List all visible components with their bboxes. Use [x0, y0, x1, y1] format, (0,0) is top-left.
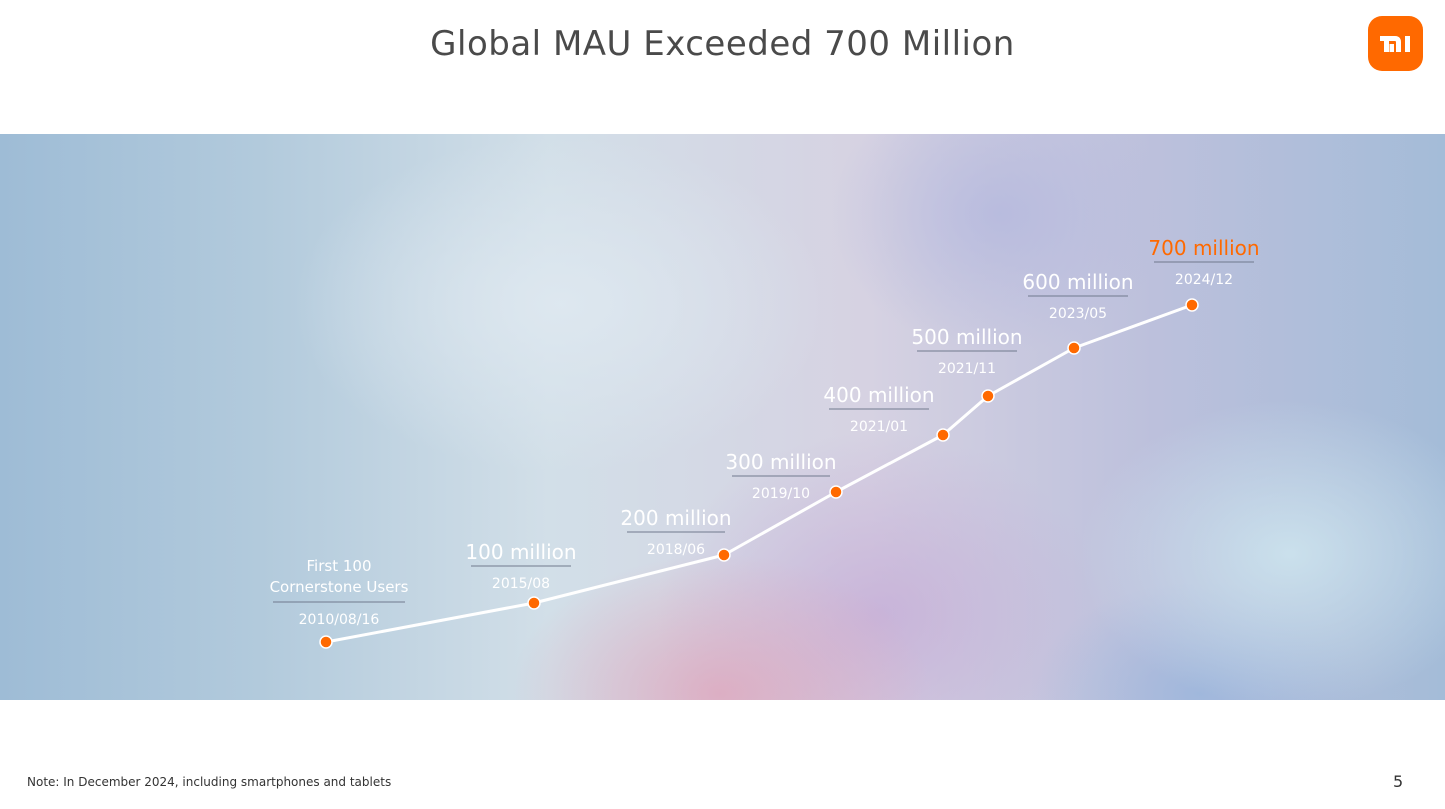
milestone-label-4: 400 million: [823, 383, 934, 407]
milestone-label-0-line-0: First 100: [307, 557, 372, 575]
xiaomi-logo: [1368, 16, 1423, 71]
milestone-label-0-line-1: Cornerstone Users: [270, 578, 409, 596]
milestone-label-7: 700 million: [1148, 236, 1259, 260]
page-title: Global MAU Exceeded 700 Million: [430, 24, 1015, 64]
milestone-label-5: 500 million: [911, 325, 1022, 349]
milestone-label-2: 200 million: [620, 506, 731, 530]
mau-labels: First 100 Cornerstone Users 2010/08/16 100 …: [270, 236, 1260, 628]
milestone-date-5: 2021/11: [938, 361, 996, 377]
timeline-banner: First 100 Cornerstone Users 2010/08/16 100 …: [0, 134, 1445, 700]
milestone-label-6: 600 million: [1022, 270, 1133, 294]
mau-point-7: [1185, 298, 1199, 312]
mau-point-3: [829, 485, 843, 499]
mau-point-5: [981, 389, 995, 403]
milestone-date-4: 2021/01: [850, 419, 908, 435]
milestone-date-0: 2010/08/16: [299, 612, 380, 628]
footnote: Note: In December 2024, including smartp…: [27, 775, 392, 789]
mau-points: [319, 298, 1199, 649]
milestone-label-1: 100 million: [465, 540, 576, 564]
page-number: 5: [1393, 772, 1404, 791]
milestone-date-7: 2024/12: [1175, 272, 1233, 288]
mau-line-chart: First 100 Cornerstone Users 2010/08/16 100 …: [270, 236, 1260, 649]
mau-point-1: [527, 596, 541, 610]
milestone-date-3: 2019/10: [752, 486, 810, 502]
milestone-date-2: 2018/06: [647, 542, 705, 558]
mau-series-line: [324, 303, 1194, 644]
mau-point-2: [717, 548, 731, 562]
xiaomi-logo-mark: [1380, 36, 1410, 52]
milestone-date-6: 2023/05: [1049, 306, 1107, 322]
mau-point-6: [1067, 341, 1081, 355]
mau-point-4: [936, 428, 950, 442]
milestone-label-3: 300 million: [725, 450, 836, 474]
milestone-date-1: 2015/08: [492, 576, 550, 592]
mau-point-0: [319, 635, 333, 649]
